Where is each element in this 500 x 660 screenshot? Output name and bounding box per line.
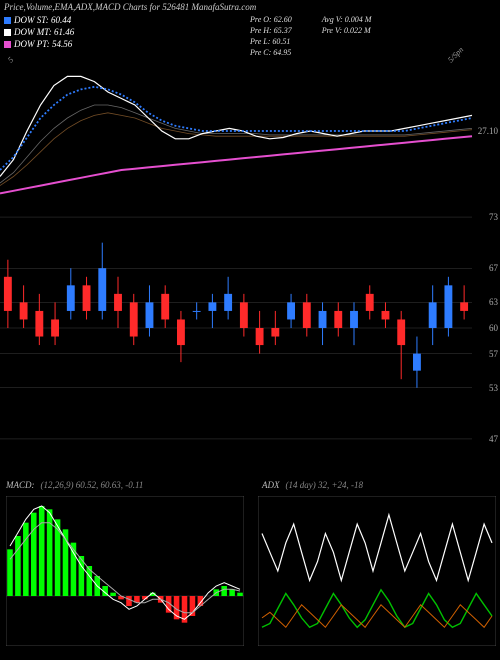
x-tick-label	[292, 58, 298, 64]
macd-title: MACD:	[6, 480, 35, 490]
x-tick-label: 5/Spn	[446, 45, 465, 64]
candle-chart	[0, 200, 500, 456]
y-tick-label: 73	[489, 212, 498, 222]
x-tick-label	[343, 58, 349, 64]
info-high: Pre H: 65.37	[250, 25, 292, 36]
legend-swatch-st	[4, 17, 11, 24]
macd-params: (12,26,9) 60.52, 60.63, -0.11	[41, 480, 144, 490]
x-tick-label: 5	[6, 55, 15, 64]
x-tick-label	[164, 58, 170, 64]
x-tick-label	[266, 58, 272, 64]
ema-x-axis: 55/Spn	[0, 58, 470, 67]
y-tick-label: 57	[489, 349, 498, 359]
info-prevol: Pre V: 0.022 M	[322, 25, 372, 36]
x-tick-label	[113, 58, 119, 64]
ema-chart	[0, 66, 500, 196]
legend-label-pt: DOW PT: 54.56	[14, 38, 72, 50]
info-low: Pre L: 60.51	[250, 36, 292, 47]
legend-swatch-mt	[4, 29, 11, 36]
adx-params: (14 day) 32, +24, -18	[286, 480, 364, 490]
x-tick-label	[420, 58, 426, 64]
overlay-legend: DOW ST: 60.44 DOW MT: 61.46 DOW PT: 54.5…	[4, 14, 74, 50]
x-tick-label	[138, 58, 144, 64]
ema-panel: 55/Spn 27.10	[0, 66, 500, 196]
x-tick-label	[394, 58, 400, 64]
adx-chart	[258, 496, 496, 646]
x-tick-label	[189, 58, 195, 64]
legend-label-mt: DOW MT: 61.46	[14, 26, 74, 38]
info-open: Pre O: 62.60	[250, 14, 292, 25]
adx-legend: ADX (14 day) 32, +24, -18	[262, 480, 363, 490]
legend-swatch-pt	[4, 41, 11, 48]
x-tick-label	[241, 58, 247, 64]
page-title: Price,Volume,EMA,ADX,MACD Charts for 526…	[4, 2, 256, 12]
x-tick-label	[36, 58, 42, 64]
ema-right-tag: 27.10	[478, 126, 498, 136]
legend-label-st: DOW ST: 60.44	[14, 14, 71, 26]
candle-panel: 47 53 57 60 63 67 73	[0, 200, 500, 456]
ohlc-info: Pre O: 62.60 Pre H: 65.37 Pre L: 60.51 P…	[250, 14, 371, 58]
macd-chart	[6, 496, 244, 646]
x-tick-label	[369, 58, 375, 64]
y-tick-label: 47	[489, 434, 498, 444]
x-tick-label	[318, 58, 324, 64]
x-tick-label	[87, 58, 93, 64]
x-tick-label	[61, 58, 67, 64]
adx-title: ADX	[262, 480, 280, 490]
info-avgvol: Avg V: 0.004 M	[322, 14, 372, 25]
y-tick-label: 60	[489, 323, 498, 333]
y-tick-label: 67	[489, 263, 498, 273]
macd-legend: MACD: (12,26,9) 60.52, 60.63, -0.11	[6, 480, 143, 490]
y-tick-label: 63	[489, 297, 498, 307]
y-tick-label: 53	[489, 383, 498, 393]
info-close: Pre C: 64.95	[250, 47, 292, 58]
indicator-panel	[0, 496, 500, 646]
x-tick-label	[215, 58, 221, 64]
